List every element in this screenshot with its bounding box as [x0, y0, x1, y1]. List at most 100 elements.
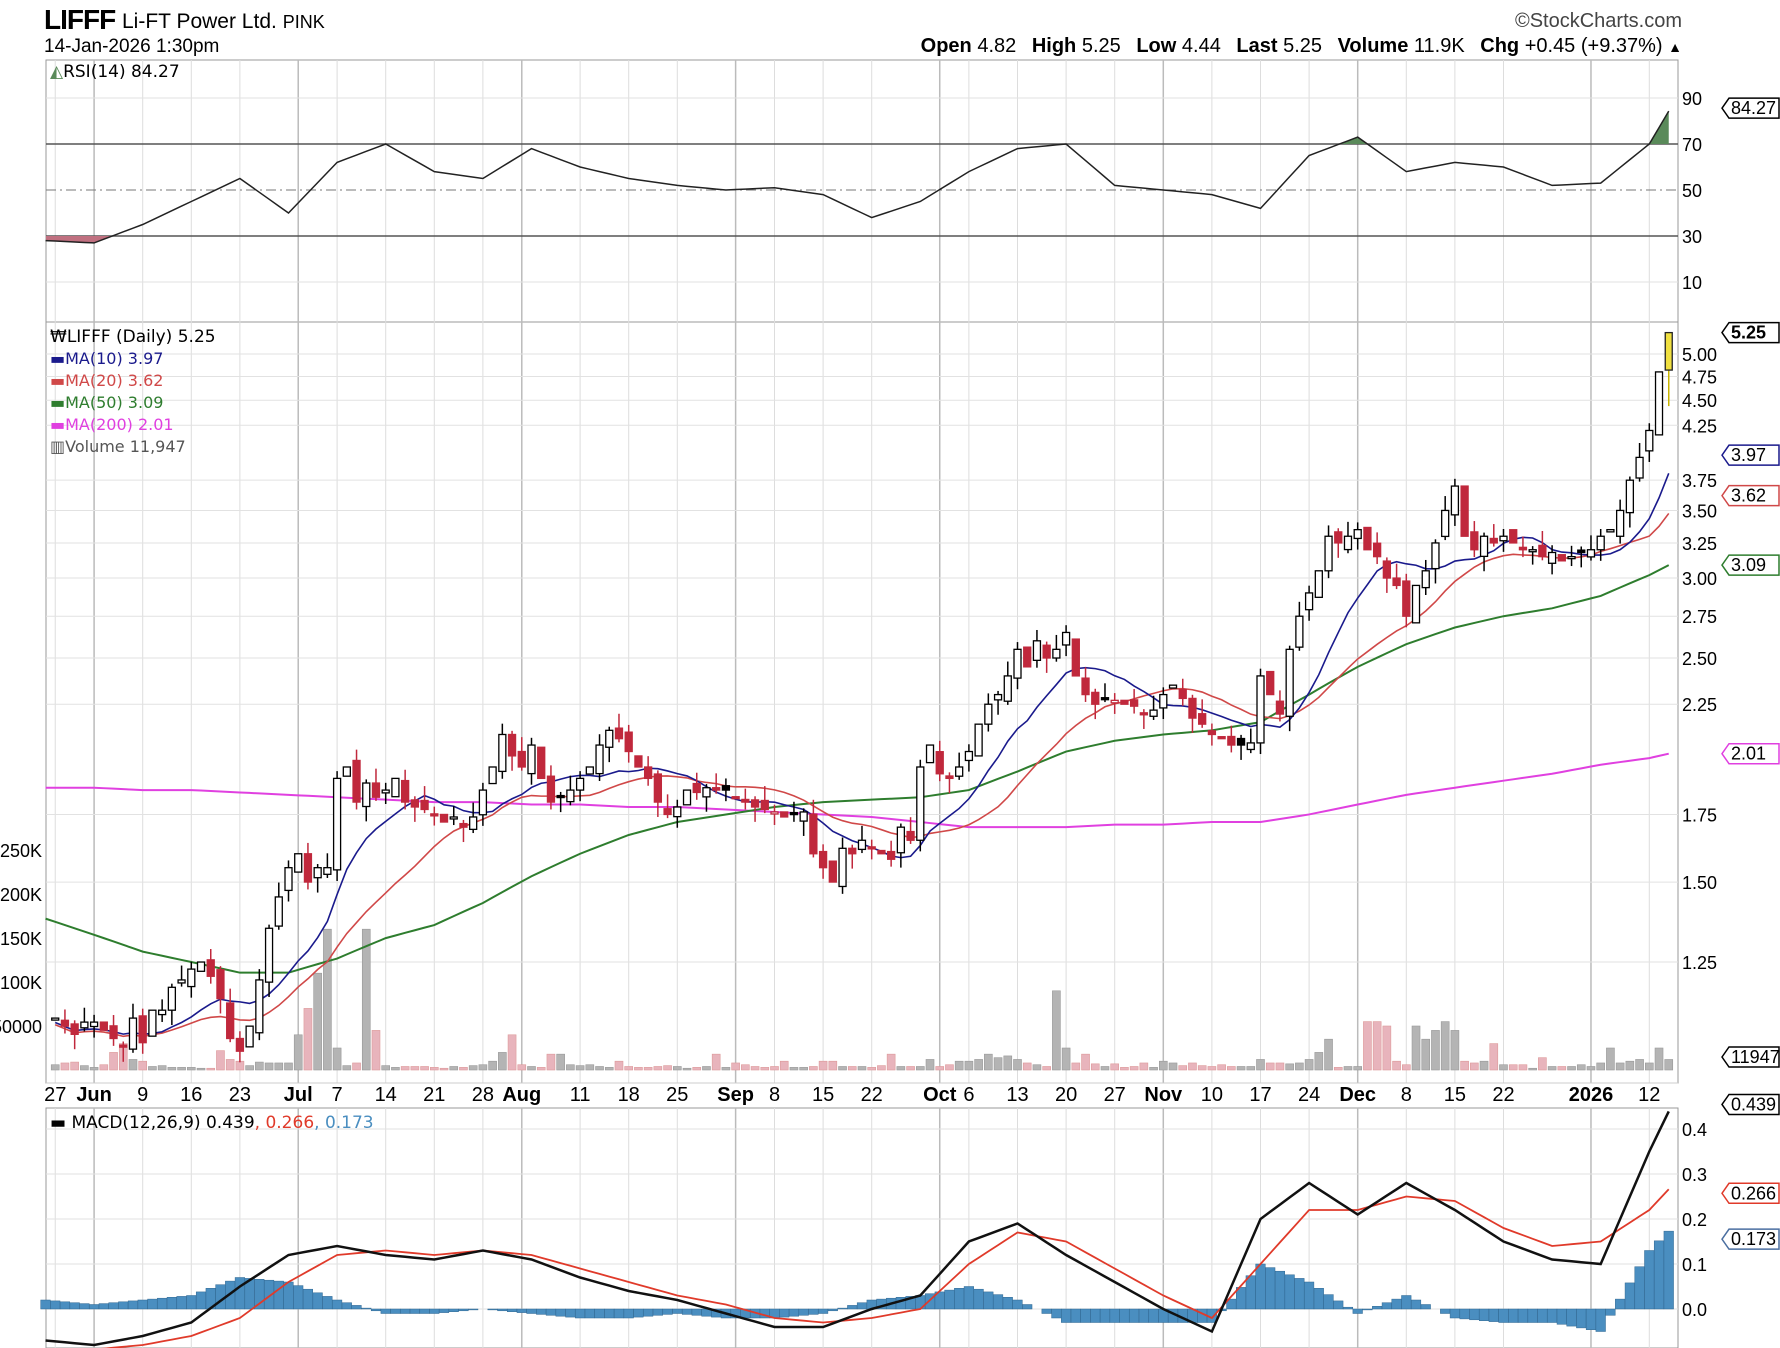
- candle-body: [1596, 535, 1605, 551]
- volume-bar: [157, 1065, 167, 1071]
- candle-body: [1392, 577, 1401, 587]
- candle-body: [682, 789, 692, 806]
- macd-histogram-bar: [341, 1302, 352, 1310]
- macd-histogram-bar: [1333, 1300, 1344, 1310]
- volume-bar: [381, 1065, 391, 1071]
- candle-body: [1343, 535, 1353, 551]
- volume-bar: [1567, 1066, 1576, 1071]
- candle-body: [1509, 529, 1518, 544]
- volume-bar: [284, 1062, 293, 1071]
- x-axis-label: 11: [570, 1084, 591, 1106]
- rsi-tick-label: 30: [1682, 227, 1702, 247]
- candle-body: [1441, 509, 1450, 538]
- volume-bar: [60, 1062, 70, 1071]
- ma200-legend-text: MA(200) 2.01: [65, 415, 174, 434]
- volume-bar: [546, 1053, 556, 1071]
- volume-bar: [935, 1066, 945, 1071]
- stockcharts-copyright[interactable]: ©StockCharts.com: [1514, 10, 1682, 32]
- candle-body: [974, 723, 983, 757]
- company-name: Li-FT Power Ltd. PINK: [122, 10, 325, 34]
- chart-datetime: 14-Jan-2026 1:30pm: [44, 36, 220, 57]
- candlestick: [303, 842, 313, 890]
- volume-bar: [1032, 1064, 1042, 1071]
- volume-bar: [614, 1060, 624, 1071]
- volume-bar: [1576, 1064, 1586, 1071]
- candle-body: [789, 811, 799, 816]
- volume-bar: [925, 1059, 935, 1071]
- ma10-legend-text: MA(10) 3.97: [65, 349, 164, 368]
- macd-histogram-bar: [536, 1308, 547, 1315]
- candle-body: [1013, 648, 1022, 679]
- volume-bar: [1052, 990, 1061, 1071]
- candle-body: [1266, 670, 1275, 696]
- candle-body: [945, 775, 954, 780]
- macd-histogram-bar: [215, 1284, 226, 1310]
- macd-histogram-bar: [1284, 1274, 1295, 1310]
- candle-body: [167, 986, 177, 1011]
- candle-body: [469, 816, 478, 831]
- candlestick: [1499, 528, 1508, 552]
- price-tick-label: 1.50: [1682, 873, 1717, 893]
- volume-bar: [1071, 1062, 1081, 1071]
- candlestick: [226, 988, 235, 1043]
- macd-signal-line: [100, 1188, 1670, 1348]
- macd-histogram-bar: [584, 1308, 595, 1319]
- candle-body: [1324, 535, 1333, 572]
- x-axis-label: 28: [472, 1084, 494, 1106]
- volume-bar: [809, 1066, 818, 1071]
- volume-bar: [1295, 1062, 1304, 1071]
- macd-histogram-bar: [1090, 1308, 1101, 1323]
- candlestick: [1547, 545, 1557, 575]
- volume-bar: [886, 1053, 896, 1071]
- candle-body: [332, 777, 342, 871]
- macd-histogram-bar: [1313, 1288, 1324, 1310]
- macd-value-tag-box: [1721, 1093, 1780, 1116]
- macd-histogram-bar: [137, 1299, 148, 1310]
- candlestick: [1557, 554, 1566, 562]
- macd-histogram-bar: [1449, 1308, 1460, 1319]
- macd-histogram-bar: [1099, 1308, 1111, 1323]
- candlestick: [138, 1008, 147, 1054]
- volume-bar: [1470, 1062, 1479, 1071]
- candlestick: [1489, 524, 1498, 547]
- volume-bar: [303, 1008, 313, 1071]
- candlestick: [371, 768, 381, 801]
- volume-bar: [643, 1067, 653, 1071]
- candlestick: [1586, 535, 1596, 561]
- candle-body: [274, 896, 283, 927]
- candle-body: [439, 813, 449, 823]
- candlestick: [1032, 629, 1042, 668]
- candle-body: [323, 867, 332, 875]
- candle-body: [420, 799, 429, 811]
- candlestick: [391, 777, 400, 798]
- x-axis-label: Sep: [717, 1084, 754, 1106]
- ma20-value-tag-text: 3.62: [1731, 486, 1766, 506]
- volume-bar: [400, 1066, 410, 1071]
- candlestick: [439, 813, 449, 823]
- candlestick: [1188, 694, 1197, 733]
- candle-body: [1479, 535, 1489, 558]
- volume-bar: [293, 1034, 303, 1071]
- ticker-symbol: LIFFF: [44, 4, 116, 35]
- candlestick: [955, 752, 964, 780]
- candle-body: [216, 969, 225, 1000]
- volume-bar: [1353, 1066, 1362, 1071]
- candlestick: [1509, 529, 1518, 544]
- volume-bar: [1285, 1063, 1294, 1071]
- candle-body: [226, 1002, 235, 1040]
- candlestick: [469, 802, 478, 834]
- candle-body: [1100, 697, 1110, 701]
- candle-body: [1198, 713, 1207, 725]
- macd-histogram-bar: [973, 1288, 984, 1310]
- volume-bar: [1256, 1059, 1265, 1071]
- rsi-value-tag: 84.27: [1721, 97, 1780, 119]
- volume-bar: [954, 1060, 964, 1071]
- candle-body: [906, 830, 915, 841]
- candlestick: [294, 853, 303, 873]
- macd-histogram-bar: [487, 1308, 498, 1311]
- candlestick: [1363, 526, 1372, 551]
- candlestick: [148, 1009, 157, 1037]
- candle-body: [653, 773, 663, 803]
- candle-body: [1547, 551, 1557, 564]
